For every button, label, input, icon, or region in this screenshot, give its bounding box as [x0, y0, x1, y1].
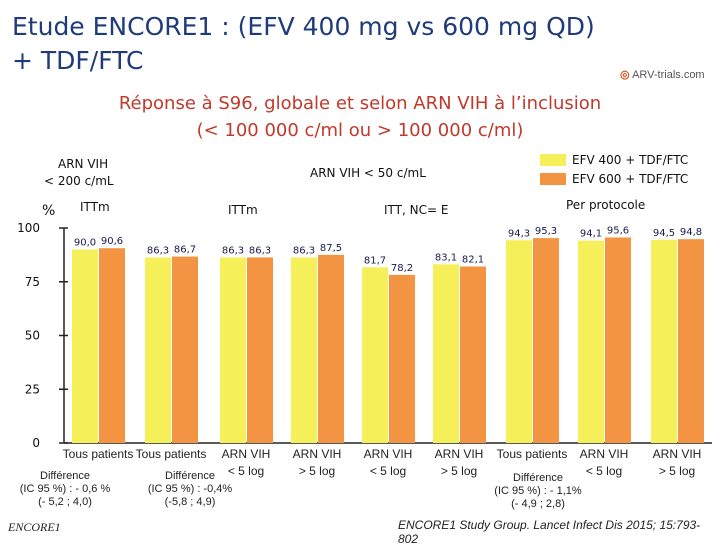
bar-efv600-5 [460, 266, 486, 443]
value-label-efv400-3: 86,3 [293, 245, 315, 256]
bar-efv600-3 [318, 254, 344, 443]
bar-efv600-1 [172, 256, 198, 443]
category-label-8-1: > 5 log [659, 464, 695, 478]
category-label-3-1: > 5 log [299, 464, 335, 478]
value-label-efv400-8: 94,5 [653, 228, 675, 239]
difference-box-2: Différence (IC 95 %) : -0,4% (-5,8 ; 4,9… [130, 470, 250, 509]
chart-legend: EFV 400 + TDF/FTC EFV 600 + TDF/FTC [540, 150, 688, 188]
subtitle-line-2: (< 100 000 c/ml ou > 100 000 c/ml) [196, 120, 524, 141]
value-label-efv600-4: 78,2 [391, 263, 413, 274]
category-label-4-0: ARN VIH [364, 447, 413, 461]
category-label-7-1: < 5 log [586, 464, 622, 478]
value-label-efv400-2: 86,3 [222, 245, 244, 256]
bar-efv600-4 [389, 274, 415, 443]
category-label-5-0: ARN VIH [435, 447, 484, 461]
category-label-1-0: Tous patients [136, 447, 207, 461]
difference-1-line-2: (IC 95 %) : - 0,6 % [19, 483, 111, 495]
category-label-4-1: < 5 log [370, 464, 406, 478]
difference-box-3: Différence (IC 95 %) : - 1,1% (- 4,9 ; 2… [478, 472, 598, 511]
y-tick-label-75: 75 [25, 275, 40, 289]
legend-label-efv400: EFV 400 + TDF/FTC [572, 152, 689, 167]
value-label-efv600-1: 86,7 [174, 245, 196, 256]
y-tick-label-50: 50 [25, 329, 40, 343]
group-label-itt-nce: ITT, NC= E [384, 203, 449, 217]
bar-efv400-4 [362, 267, 388, 443]
bar-efv400-8 [651, 239, 677, 443]
value-label-efv600-2: 86,3 [249, 245, 271, 256]
bar-efv400-0 [72, 249, 98, 443]
group-label-ittm-1: ITTm [80, 200, 110, 214]
difference-box-1: Différence (IC 95 %) : - 0,6 % (- 5,2 ; … [10, 470, 120, 509]
category-label-8-0: ARN VIH [653, 447, 702, 461]
category-label-7-0: ARN VIH [580, 447, 629, 461]
difference-2-line-2: (IC 95 %) : -0,4% [147, 483, 233, 495]
difference-1-line-1: Différence [40, 470, 90, 482]
value-label-efv600-3: 87,5 [320, 243, 342, 254]
bar-efv600-8 [678, 239, 704, 443]
header-arn-200-line1: ARN VIH [58, 157, 109, 171]
difference-2-line-1: Différence [165, 470, 215, 482]
bar-efv400-3 [291, 257, 317, 443]
bar-efv600-7 [605, 237, 631, 443]
header-arn-200-line2: < 200 c/mL [44, 174, 114, 188]
bar-efv600-6 [533, 238, 559, 443]
logo-text: ARV-trials.com [632, 69, 705, 81]
legend-label-efv600: EFV 600 + TDF/FTC [572, 171, 689, 186]
category-label-2-0: ARN VIH [222, 447, 271, 461]
category-label-6-0: Tous patients [497, 447, 568, 461]
subtitle-line-1: Réponse à S96, globale et selon ARN VIH … [118, 93, 602, 114]
bar-efv400-1 [145, 257, 171, 443]
title-line-1: Etude ENCORE1 : (EFV 400 mg vs 600 mg QD… [12, 12, 595, 41]
logo-mark-icon: ◎ [620, 69, 630, 81]
y-tick-label-25: 25 [25, 382, 40, 396]
value-label-efv400-5: 83,1 [435, 252, 457, 263]
value-label-efv400-6: 94,3 [508, 228, 530, 239]
category-label-3-0: ARN VIH [293, 447, 342, 461]
arv-trials-logo: ◎ ARV-trials.com [620, 68, 705, 81]
header-arn-50: ARN VIH < 50 c/mL [310, 166, 426, 180]
difference-2-line-3: (-5,8 ; 4,9) [164, 496, 216, 508]
value-label-efv600-6: 95,3 [535, 226, 557, 237]
category-label-0-0: Tous patients [63, 447, 134, 461]
value-label-efv600-0: 90,6 [101, 236, 123, 247]
value-label-efv400-1: 86,3 [147, 245, 169, 256]
difference-3-line-2: (IC 95 %) : - 1,1% [494, 485, 582, 497]
slide-title: Etude ENCORE1 : (EFV 400 mg vs 600 mg QD… [12, 10, 595, 78]
bar-efv400-7 [578, 240, 604, 443]
difference-3-line-3: (- 4,9 ; 2,8) [511, 498, 565, 510]
bar-efv400-6 [506, 240, 532, 443]
group-label-per-protocole: Per protocole [566, 198, 646, 212]
y-tick-label-0: 0 [32, 436, 40, 450]
legend-swatch-efv600 [540, 172, 566, 185]
bar-efv400-5 [433, 264, 459, 443]
value-label-efv400-4: 81,7 [364, 255, 386, 266]
group-label-ittm-2: ITTm [228, 203, 258, 217]
value-label-efv600-7: 95,6 [607, 225, 629, 236]
value-label-efv600-5: 82,1 [462, 254, 484, 265]
value-label-efv400-0: 90,0 [74, 238, 96, 249]
bar-efv400-2 [220, 257, 246, 443]
legend-swatch-efv400 [540, 153, 566, 166]
title-line-2: + TDF/FTC [12, 46, 144, 75]
bar-efv600-2 [247, 257, 273, 443]
y-tick-label-100: 100 [17, 221, 40, 235]
difference-1-line-3: (- 5,2 ; 4,0) [38, 496, 92, 508]
value-label-efv600-8: 94,8 [680, 227, 702, 238]
category-label-5-1: > 5 log [441, 464, 477, 478]
value-label-efv400-7: 94,1 [580, 229, 602, 240]
category-label-2-1: < 5 log [228, 464, 264, 478]
footer-study-name: ENCORE1 [8, 520, 61, 534]
bar-efv600-0 [99, 248, 125, 443]
legend-item-efv600: EFV 600 + TDF/FTC [540, 169, 688, 188]
footer-citation: ENCORE1 Study Group. Lancet Infect Dis 2… [398, 518, 701, 546]
difference-3-line-1: Différence [513, 472, 563, 484]
y-axis-percent-label: % [42, 203, 56, 219]
legend-item-efv400: EFV 400 + TDF/FTC [540, 150, 688, 169]
